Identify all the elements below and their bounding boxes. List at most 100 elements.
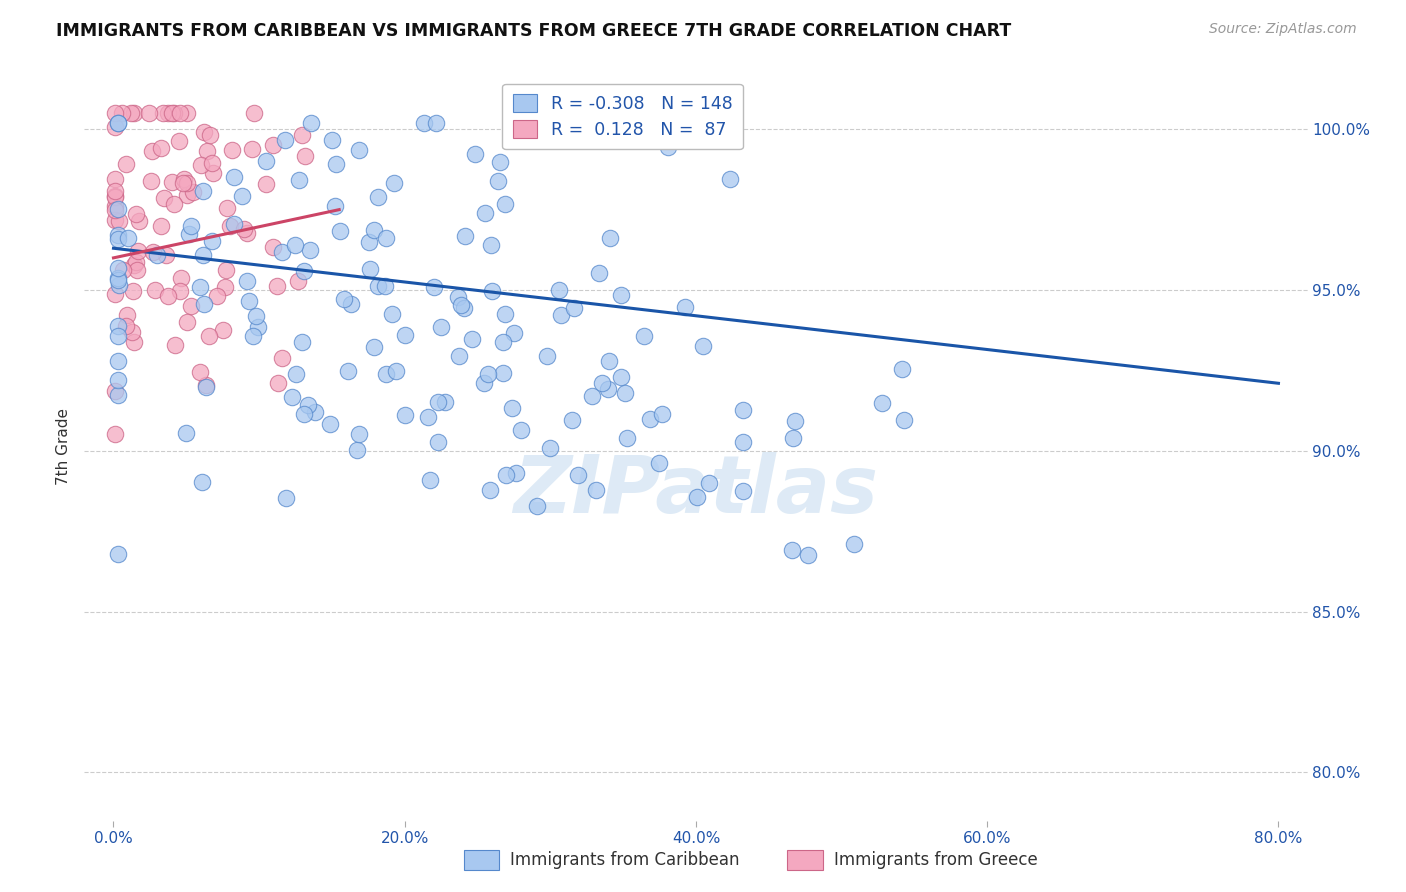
Point — [157, 289, 180, 303]
Point — [128, 214, 150, 228]
Point — [299, 243, 322, 257]
Point — [610, 369, 633, 384]
Point — [179, 227, 201, 242]
Point — [236, 226, 259, 240]
FancyBboxPatch shape — [787, 850, 823, 870]
Point — [613, 385, 636, 400]
Point — [122, 106, 145, 120]
Point — [633, 328, 655, 343]
Point — [419, 473, 441, 487]
Point — [374, 278, 396, 293]
Point — [454, 228, 477, 243]
Point — [426, 434, 449, 449]
Point — [363, 340, 385, 354]
Point — [538, 441, 561, 455]
Point — [581, 389, 603, 403]
Point — [221, 143, 243, 157]
Point — [797, 548, 820, 562]
FancyBboxPatch shape — [464, 850, 499, 870]
Point — [138, 106, 160, 120]
Point — [287, 274, 309, 288]
Point — [170, 271, 193, 285]
Point — [245, 310, 267, 324]
Point — [274, 133, 297, 147]
Point — [267, 376, 290, 390]
Point — [240, 142, 263, 156]
Point — [107, 319, 129, 334]
Point — [585, 483, 607, 497]
Point — [110, 106, 132, 120]
Point — [125, 254, 148, 268]
Point — [173, 172, 195, 186]
Point — [561, 413, 583, 427]
Text: Immigrants from Greece: Immigrants from Greece — [834, 851, 1038, 869]
Point — [104, 120, 127, 134]
Point — [384, 363, 406, 377]
Point — [176, 187, 198, 202]
Point — [191, 184, 214, 198]
Point — [122, 258, 145, 272]
Point — [104, 106, 127, 120]
Point — [291, 128, 314, 142]
Point — [416, 410, 439, 425]
Point — [321, 133, 343, 147]
Point — [194, 380, 217, 394]
Point — [359, 235, 381, 249]
Point — [453, 301, 475, 315]
Point — [692, 339, 714, 353]
Point — [114, 156, 136, 170]
Point — [212, 323, 235, 337]
Point — [266, 279, 288, 293]
Point — [501, 401, 523, 416]
Point — [115, 308, 138, 322]
Point — [588, 266, 610, 280]
Point — [104, 172, 127, 186]
Point — [181, 185, 204, 199]
Point — [180, 299, 202, 313]
Point — [891, 362, 914, 376]
Point — [492, 367, 515, 381]
Point — [304, 405, 326, 419]
Point — [104, 190, 127, 204]
Point — [217, 201, 239, 215]
Point — [347, 427, 370, 442]
Point — [294, 149, 316, 163]
Point — [297, 398, 319, 412]
Point — [104, 426, 127, 441]
Point — [163, 197, 186, 211]
Point — [176, 106, 198, 120]
Point — [425, 116, 447, 130]
Point — [169, 284, 191, 298]
Point — [367, 278, 389, 293]
Point — [107, 116, 129, 130]
Point — [394, 327, 416, 342]
Point — [141, 145, 163, 159]
Point — [169, 106, 191, 120]
Point — [190, 158, 212, 172]
Point — [145, 283, 167, 297]
Point — [718, 172, 741, 186]
Point — [150, 141, 173, 155]
Point — [238, 293, 260, 308]
Point — [104, 199, 127, 213]
Point — [733, 435, 755, 450]
Point — [191, 475, 214, 489]
Point — [107, 373, 129, 387]
Point — [152, 106, 174, 120]
Point — [117, 231, 139, 245]
Point — [127, 244, 149, 259]
Point — [479, 237, 502, 252]
Point — [107, 261, 129, 276]
Point — [214, 280, 236, 294]
Point — [104, 287, 127, 301]
Point — [179, 219, 201, 234]
Point — [122, 334, 145, 349]
Point — [195, 144, 218, 158]
Point — [127, 263, 149, 277]
Point — [780, 543, 803, 558]
Point — [215, 262, 238, 277]
Point — [271, 245, 294, 260]
Point — [167, 134, 190, 148]
Legend: R = -0.308   N = 148, R =  0.128   N =  87: R = -0.308 N = 148, R = 0.128 N = 87 — [502, 84, 742, 149]
Point — [599, 231, 621, 245]
